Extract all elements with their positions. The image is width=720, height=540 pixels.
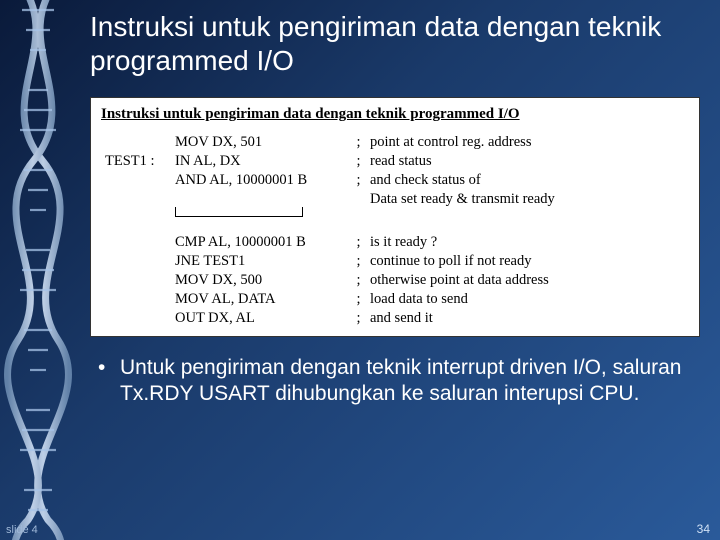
code-label: [101, 171, 171, 190]
code-comment: load data to send: [366, 290, 689, 309]
code-box: Instruksi untuk pengiriman data dengan t…: [90, 97, 700, 337]
code-instruction: MOV DX, 501: [171, 133, 351, 152]
slide-title: Instruksi untuk pengiriman data dengan t…: [90, 10, 700, 77]
code-instruction: CMP AL, 10000001 B: [171, 233, 351, 252]
code-label: [101, 271, 171, 290]
code-separator: ;: [351, 271, 366, 290]
code-label: [101, 252, 171, 271]
dna-decoration: [0, 0, 85, 540]
code-instruction: AND AL, 10000001 B: [171, 171, 351, 190]
code-separator: [351, 190, 366, 209]
code-separator: ;: [351, 133, 366, 152]
slide-content: Instruksi untuk pengiriman data dengan t…: [90, 10, 700, 408]
bullet-note: Untuk pengiriman dengan teknik interrupt…: [90, 355, 700, 408]
code-separator: ;: [351, 290, 366, 309]
code-label: [101, 190, 171, 209]
code-comment: and check status of: [366, 171, 689, 190]
code-comment: and send it: [366, 309, 689, 328]
footer-page-number: 34: [697, 522, 710, 536]
code-instruction: IN AL, DX: [171, 152, 351, 171]
code-row: CMP AL, 10000001 B;is it ready ?: [101, 233, 689, 252]
code-comment: read status: [366, 152, 689, 171]
code-row: TEST1 :IN AL, DX;read status: [101, 152, 689, 171]
code-label: [101, 233, 171, 252]
code-comment: is it ready ?: [366, 233, 689, 252]
code-row: MOV DX, 501;point at control reg. addres…: [101, 133, 689, 152]
code-instruction: JNE TEST1: [171, 252, 351, 271]
code-label: [101, 290, 171, 309]
code-row: OUT DX, AL;and send it: [101, 309, 689, 328]
code-instruction: MOV DX, 500: [171, 271, 351, 290]
code-row: AND AL, 10000001 B;and check status of: [101, 171, 689, 190]
code-instruction: MOV AL, DATA: [171, 290, 351, 309]
code-comment: otherwise point at data address: [366, 271, 689, 290]
code-separator: ;: [351, 252, 366, 271]
code-comment: point at control reg. address: [366, 133, 689, 152]
code-separator: ;: [351, 171, 366, 190]
bracket-annotation: [175, 207, 303, 217]
footer-slide-label: slide 4: [6, 524, 38, 536]
code-separator: ;: [351, 152, 366, 171]
code-comment: Data set ready & transmit ready: [366, 190, 689, 209]
code-table: MOV DX, 501;point at control reg. addres…: [101, 133, 689, 328]
code-row: MOV AL, DATA;load data to send: [101, 290, 689, 309]
code-comment: continue to poll if not ready: [366, 252, 689, 271]
code-row: JNE TEST1;continue to poll if not ready: [101, 252, 689, 271]
code-caption: Instruksi untuk pengiriman data dengan t…: [101, 106, 689, 123]
code-separator: ;: [351, 233, 366, 252]
code-row: MOV DX, 500;otherwise point at data addr…: [101, 271, 689, 290]
code-separator: ;: [351, 309, 366, 328]
code-label: [101, 309, 171, 328]
code-label: TEST1 :: [101, 152, 171, 171]
code-label: [101, 133, 171, 152]
code-instruction: OUT DX, AL: [171, 309, 351, 328]
